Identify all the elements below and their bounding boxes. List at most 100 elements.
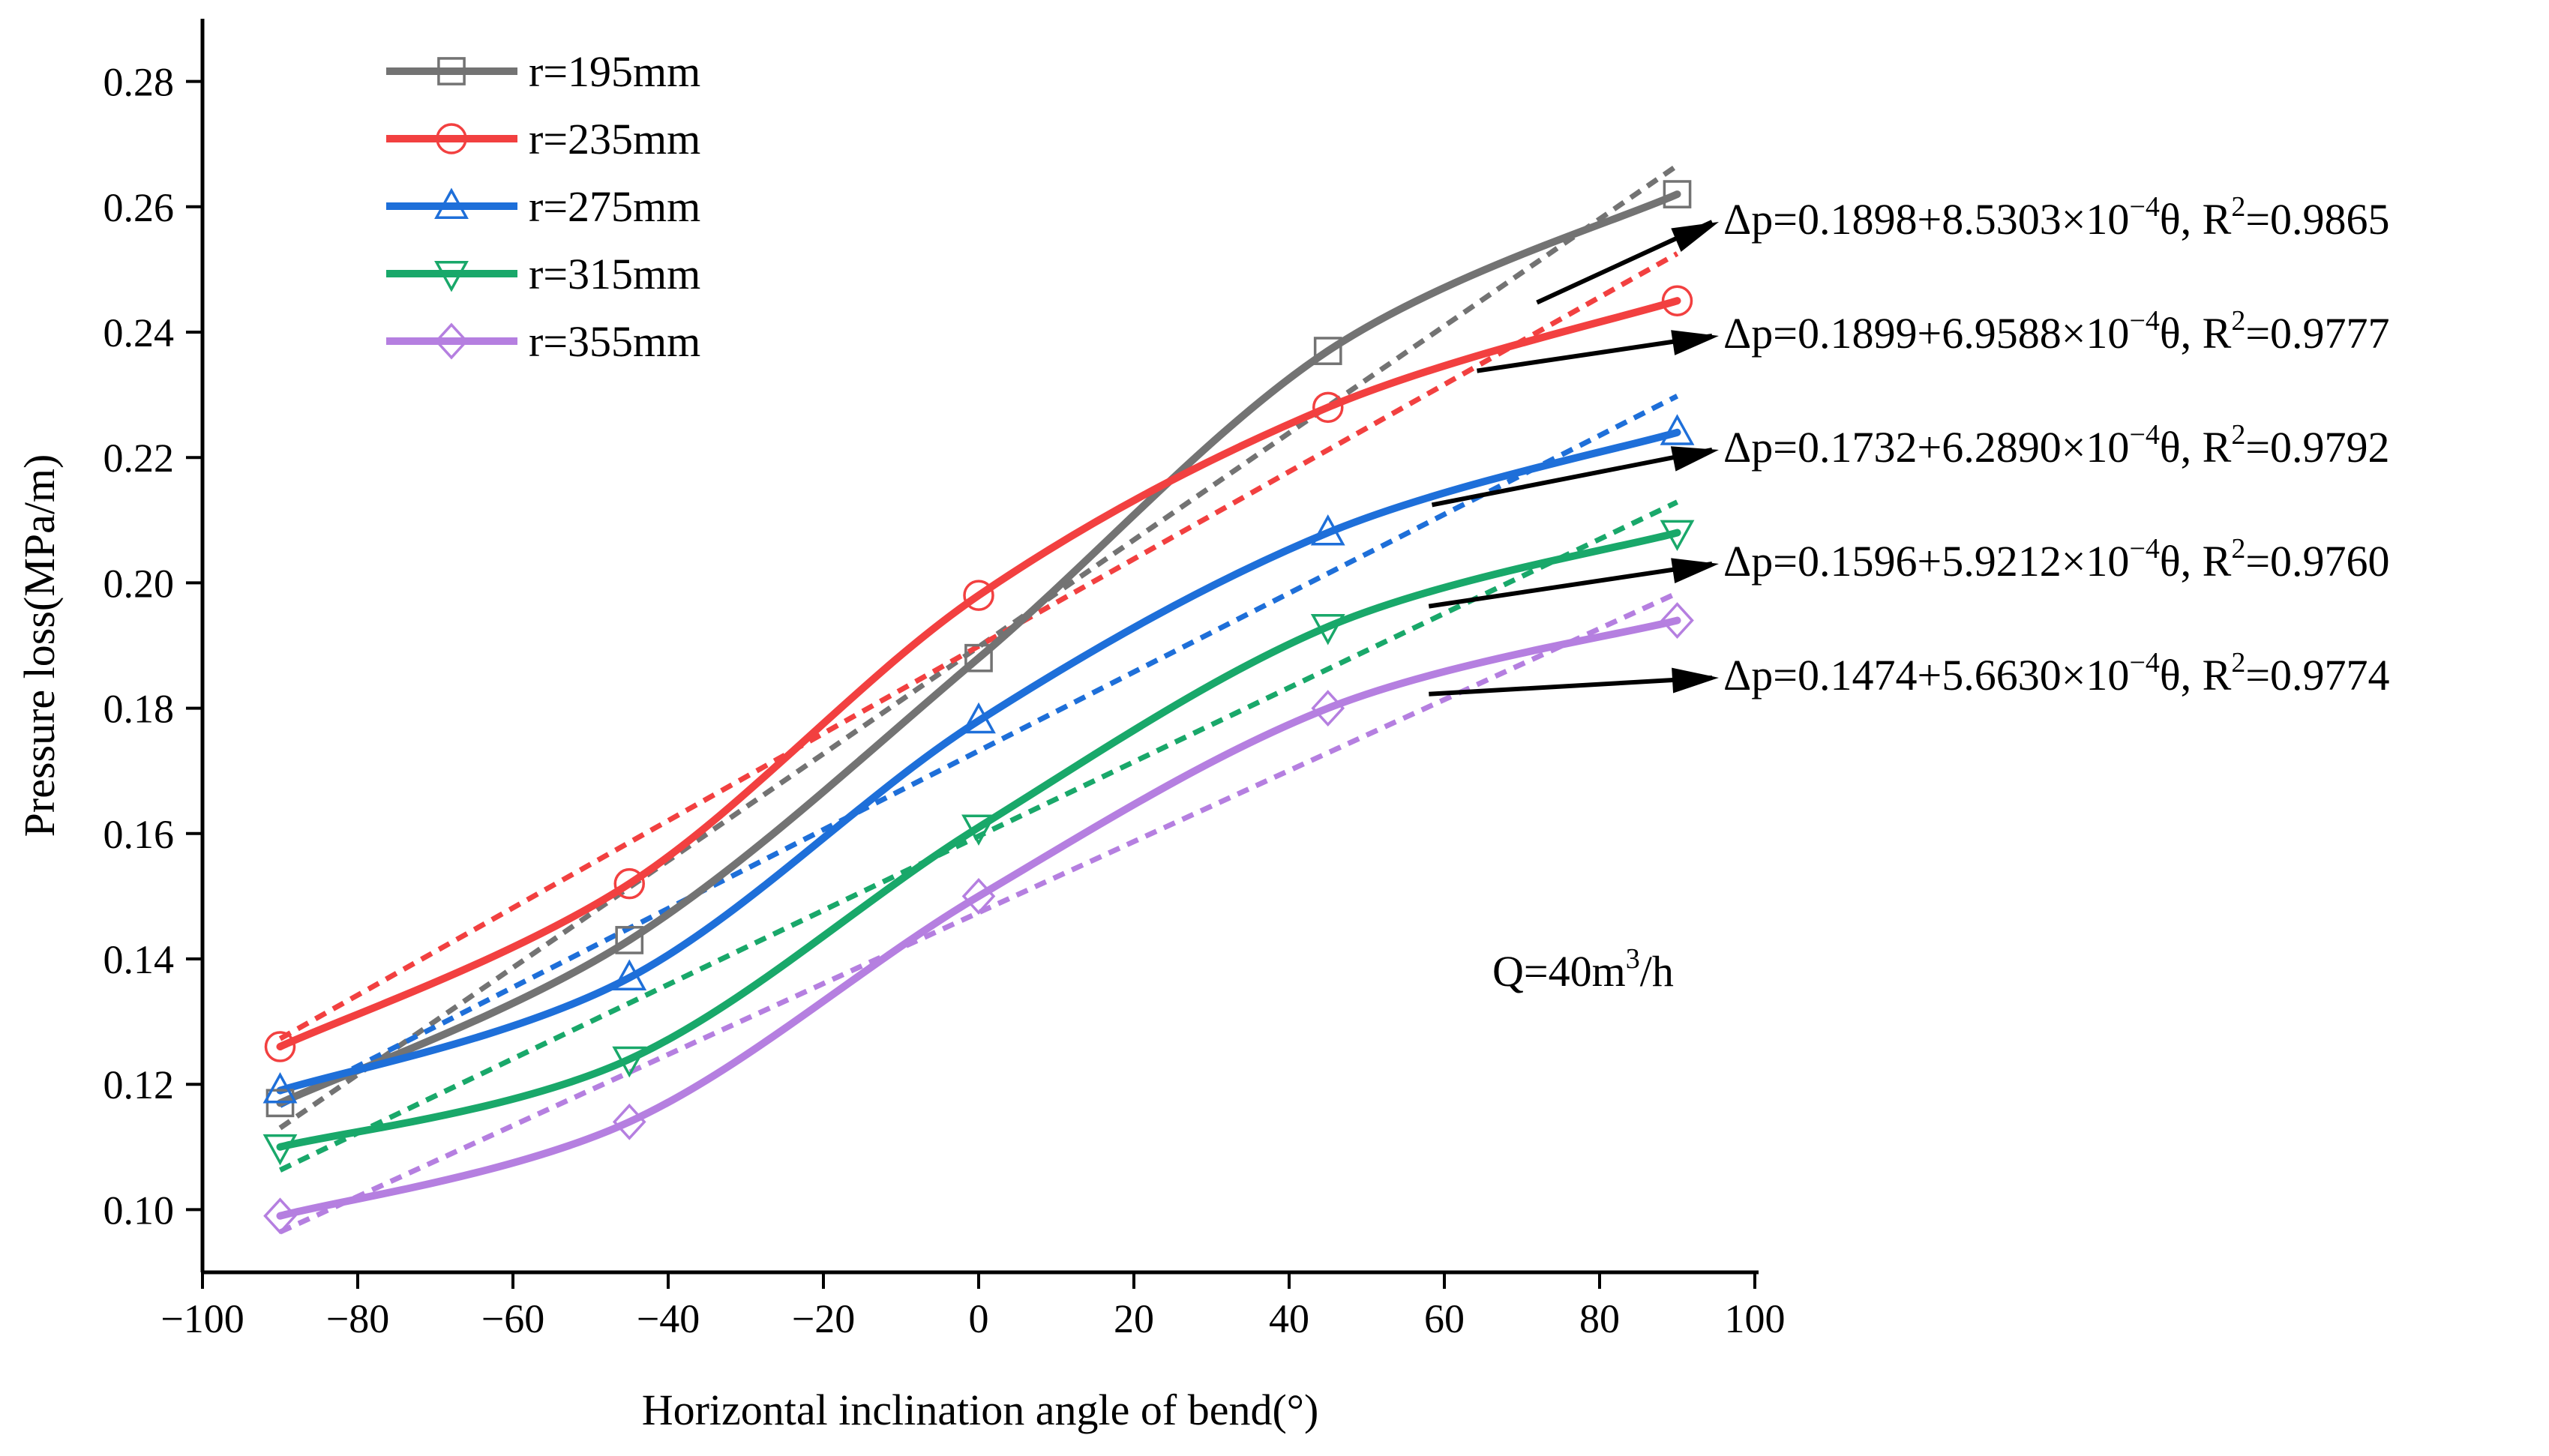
- fit-equations: Δp=0.1898+8.5303×10−4θ, R2=0.9865Δp=0.18…: [1428, 191, 2390, 700]
- fit-equation: Δp=0.1474+5.6630×10−4θ, R2=0.9774: [1723, 647, 2390, 700]
- series-curve: [276, 428, 1681, 1095]
- fit-equation: Δp=0.1899+6.9588×10−4θ, R2=0.9777: [1723, 305, 2390, 358]
- equation-part: −4: [2129, 647, 2159, 679]
- equation-part: Δp=0.1899+6.9588×10: [1723, 309, 2129, 358]
- x-tick-label: 60: [1424, 1296, 1465, 1341]
- equation-part: 2: [2231, 533, 2245, 565]
- y-axis-title: Pressure loss(MPa/m): [15, 454, 64, 837]
- x-tick-label: −100: [160, 1296, 244, 1341]
- x-tick-label: 80: [1579, 1296, 1620, 1341]
- legend-marker: [434, 187, 469, 219]
- equation-part: =0.9865: [2245, 195, 2389, 244]
- data-point: [1310, 613, 1345, 646]
- legend-label: r=355mm: [529, 317, 700, 366]
- equation-part: 2: [2231, 191, 2245, 223]
- data-point: [263, 1197, 297, 1235]
- x-tick-label: −80: [326, 1296, 389, 1341]
- x-tick-label: 100: [1725, 1296, 1786, 1341]
- fit-equation: Δp=0.1732+6.2890×10−4θ, R2=0.9792: [1723, 419, 2390, 472]
- data-point: [964, 643, 993, 673]
- data-point: [615, 926, 644, 954]
- y-tick-label: 0.20: [103, 561, 175, 606]
- legend-marker: [437, 57, 466, 85]
- series-curve: [276, 616, 1681, 1220]
- data-point: [264, 1031, 296, 1062]
- x-tick-label: 40: [1269, 1296, 1309, 1341]
- legend-label: r=235mm: [529, 115, 700, 163]
- axis-ticks: −100 −80 −60 −40 −20 0 20 40 60 80 100 0.10 0.12 0.14…: [103, 60, 1786, 1341]
- equation-arrow: [1431, 448, 1713, 508]
- equation-arrow: [1429, 676, 1713, 697]
- equation-part: −4: [2129, 533, 2159, 565]
- data-point: [1661, 285, 1693, 316]
- fit-line: [278, 394, 1679, 1108]
- y-tick-label: 0.12: [103, 1062, 175, 1107]
- legend-label: r=195mm: [529, 47, 700, 96]
- data-point: [612, 1046, 647, 1078]
- equation-part: −4: [2129, 305, 2159, 337]
- series-curve: [276, 529, 1681, 1151]
- data-point: [1310, 514, 1345, 546]
- data-point: [1660, 602, 1694, 640]
- equation-arrow-head: [1672, 667, 1719, 694]
- equation-part: −4: [2129, 419, 2159, 451]
- y-tick-label: 0.28: [103, 60, 175, 105]
- data-point: [262, 1072, 298, 1104]
- data-point: [961, 702, 996, 734]
- x-tick-label: −20: [792, 1296, 855, 1341]
- data-point: [1311, 690, 1345, 727]
- fit-lines: [278, 163, 1679, 1235]
- equation-part: 2: [2231, 647, 2245, 679]
- series-curve: [276, 190, 1681, 1107]
- fit-line: [279, 590, 1678, 1235]
- data-point: [961, 877, 996, 915]
- data-markers: [262, 180, 1695, 1235]
- equation-part: 2: [2231, 305, 2245, 337]
- flow-rate-main: Q=40m: [1492, 947, 1626, 996]
- y-tick-label: 0.24: [103, 310, 175, 355]
- legend-marker: [434, 322, 469, 360]
- x-tick-label: 20: [1114, 1296, 1154, 1341]
- legend-label: r=275mm: [529, 182, 700, 231]
- equation-part: Δp=0.1732+6.2890×10: [1723, 423, 2129, 472]
- equation-part: θ, R: [2160, 423, 2232, 472]
- legend-label: r=315mm: [529, 250, 700, 298]
- equation-part: Δp=0.1898+8.5303×10: [1723, 195, 2129, 244]
- data-point: [1312, 391, 1344, 424]
- fit-equation: Δp=0.1596+5.9212×10−4θ, R2=0.9760: [1723, 533, 2390, 586]
- data-curves: [276, 190, 1681, 1220]
- equation-part: θ, R: [2160, 309, 2232, 358]
- equation-part: Δp=0.1596+5.9212×10: [1723, 537, 2129, 586]
- equation-part: =0.9760: [2245, 537, 2389, 586]
- equation-part: =0.9792: [2245, 423, 2389, 472]
- y-tick-label: 0.14: [103, 937, 175, 982]
- legend: r=195mm r=235mm r=275mm r=315mm r=355mm: [386, 47, 700, 366]
- equation-arrow-head: [1671, 558, 1719, 584]
- data-point: [1313, 337, 1342, 365]
- x-axis-title: Horizontal inclination angle of bend(°): [642, 1386, 1319, 1434]
- legend-marker: [436, 123, 467, 154]
- equation-arrow-head: [1671, 330, 1719, 355]
- flow-rate-tail: /h: [1640, 947, 1674, 996]
- equation-part: =0.9774: [2245, 651, 2389, 700]
- equation-part: θ, R: [2160, 651, 2232, 700]
- data-point: [612, 1103, 646, 1140]
- y-tick-label: 0.26: [103, 185, 175, 230]
- data-point: [612, 959, 647, 991]
- equation-part: =0.9777: [2245, 309, 2389, 358]
- x-tick-label: 0: [969, 1296, 989, 1341]
- x-tick-label: −60: [481, 1296, 544, 1341]
- data-point: [961, 814, 996, 846]
- equation-arrow-head: [1671, 222, 1719, 252]
- y-tick-label: 0.22: [103, 436, 175, 481]
- equation-arrow-head: [1670, 446, 1719, 472]
- legend-marker: [434, 261, 469, 292]
- flow-rate-annotation: Q=40m3/h: [1492, 943, 1674, 996]
- equation-arrow: [1428, 562, 1713, 609]
- data-point: [1663, 180, 1692, 208]
- equation-part: Δp=0.1474+5.6630×10: [1723, 651, 2129, 700]
- fit-equation: Δp=0.1898+8.5303×10−4θ, R2=0.9865: [1723, 191, 2390, 244]
- flow-rate-sup: 3: [1626, 943, 1640, 975]
- data-point: [262, 1134, 298, 1166]
